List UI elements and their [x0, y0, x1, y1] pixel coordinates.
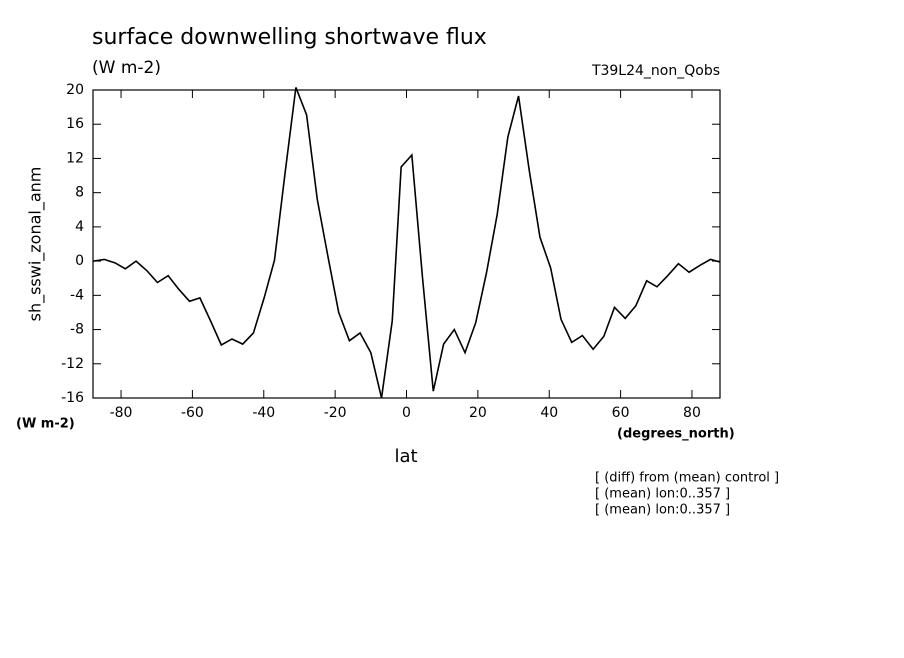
note: [ (mean) lon:0..357 ]	[595, 487, 730, 502]
x-tick-label: -40	[252, 405, 275, 421]
note: [ (diff) from (mean) control ]	[595, 471, 779, 486]
x-tick-label: 80	[683, 405, 701, 421]
plot-frame	[92, 89, 721, 399]
experiment-label: T39L24_non_Qobs	[591, 63, 720, 79]
y-tick-label: -4	[70, 287, 84, 303]
y-tick-label: 4	[75, 219, 84, 235]
x-tick-label: 0	[402, 405, 411, 421]
data-line	[93, 87, 721, 399]
x-tick-label: 20	[469, 405, 487, 421]
x-tick-label: -20	[324, 405, 347, 421]
y-tick-label: -12	[61, 356, 84, 372]
chart-title: surface downwelling shortwave flux	[92, 25, 487, 50]
y-tick-label: 0	[75, 253, 84, 269]
x-tick-label: 40	[540, 405, 558, 421]
y-tick-label: 12	[66, 150, 84, 166]
y-axis-label: sh_sswi_zonal_anm	[26, 167, 46, 322]
y-tick-label: 8	[75, 185, 84, 201]
y-tick-label: 20	[66, 82, 84, 98]
x-tick-label: -60	[181, 405, 204, 421]
chart-subtitle: (W m-2)	[92, 58, 161, 78]
x-axis-label: lat	[394, 446, 417, 467]
x-tick-label: 60	[612, 405, 630, 421]
y-tick-label: 16	[66, 116, 84, 132]
note: [ (mean) lon:0..357 ]	[595, 503, 730, 518]
x-units: (degrees_north)	[617, 427, 735, 442]
y-tick-label: -8	[70, 322, 84, 338]
y-tick-label: -16	[61, 390, 84, 406]
y-units: (W m-2)	[16, 417, 75, 432]
x-tick-label: -80	[110, 405, 133, 421]
